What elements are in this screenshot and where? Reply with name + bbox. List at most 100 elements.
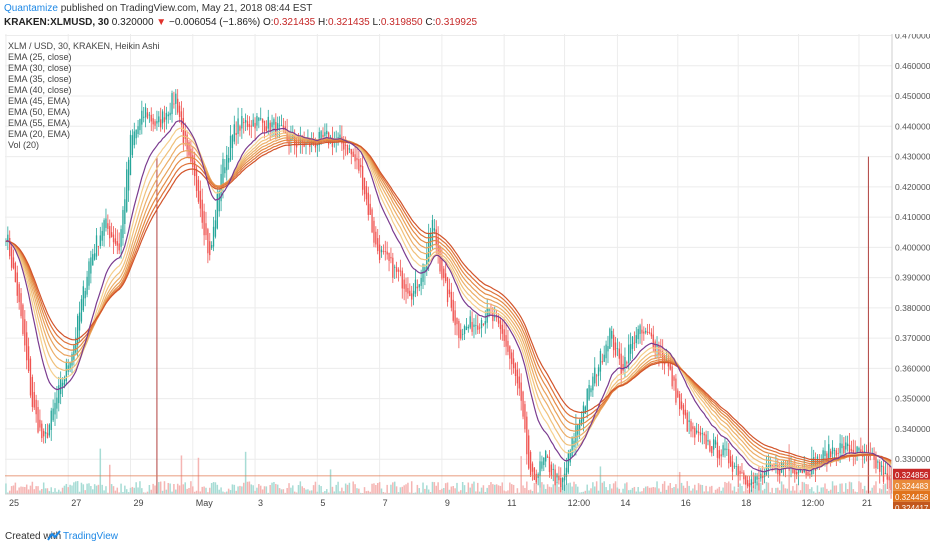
volume-bar (152, 483, 154, 494)
volume-bar (361, 492, 364, 494)
volume-bar (403, 485, 405, 494)
candle-body (290, 137, 292, 141)
candle-body (731, 461, 734, 472)
volume-bar (535, 481, 538, 494)
last-price: 0.320000 (111, 17, 154, 28)
candle-body (503, 329, 505, 341)
volume-bar (648, 487, 651, 494)
volume-bar (661, 483, 664, 494)
volume-bar (722, 487, 724, 494)
price-chart[interactable]: 0.470000 0.460000 0.450000 0.440000 0.430000… (2, 34, 930, 509)
volume-bar (63, 485, 66, 494)
price-change: −0.006054 (−1.86%) (168, 17, 261, 28)
ema-line (5, 140, 892, 463)
candle-body (409, 290, 411, 297)
volume-bar (588, 490, 590, 494)
candle-body (12, 257, 15, 269)
volume-bar (409, 492, 411, 494)
candle-body (614, 342, 617, 356)
volume-bar (726, 482, 728, 494)
candle-body (233, 124, 235, 142)
candle-body (324, 132, 326, 137)
candle-body (850, 448, 853, 451)
candle-body (192, 155, 194, 168)
volume-bar (169, 483, 171, 494)
candle-body (754, 476, 756, 484)
volume-bar (269, 484, 271, 494)
y-tick-label: 0.410000 (895, 212, 930, 222)
volume-bar (167, 482, 170, 494)
candle-body (656, 345, 658, 347)
volume-bar (565, 484, 568, 494)
tradingview-link[interactable]: TradingView (63, 531, 119, 542)
candle-body (512, 358, 515, 369)
volume-bar (654, 487, 656, 494)
volume-bar (554, 492, 556, 494)
volume-bar (620, 492, 622, 494)
candle-body (541, 461, 543, 469)
candle-body (579, 419, 581, 430)
x-tick-label: 21 (862, 498, 872, 508)
volume-bar (58, 489, 60, 494)
volume-bar (286, 487, 288, 494)
volume-bar (641, 491, 643, 494)
volume-bar (707, 491, 709, 494)
volume-bar (125, 489, 128, 494)
candle-body (188, 142, 190, 156)
candle-body (628, 344, 630, 363)
volume-bar (350, 492, 353, 494)
candle-body (690, 421, 692, 432)
volume-bar (210, 483, 213, 494)
candle-body (828, 444, 830, 459)
candle-body (837, 452, 839, 454)
candle-body (535, 473, 537, 482)
candle-body (37, 407, 39, 433)
volume-bar (137, 487, 139, 494)
candle-body (765, 464, 768, 475)
tradingview-logo-icon[interactable] (47, 530, 61, 542)
candle-body (696, 430, 698, 433)
candle-body (244, 120, 247, 123)
volume-bar (863, 485, 866, 494)
ema-line (5, 137, 892, 467)
volume-bar (148, 485, 151, 494)
volume-bar (159, 481, 162, 494)
candle-body (43, 430, 45, 437)
candle-body (835, 450, 837, 456)
volume-bar (292, 485, 294, 494)
volume-bar (631, 487, 634, 494)
candle-body (684, 409, 687, 416)
volume-bar (373, 483, 375, 494)
candle-body (84, 290, 86, 299)
candle-body (31, 377, 34, 408)
volume-bar (682, 485, 685, 494)
volume-bar (816, 485, 819, 494)
candle-body (796, 471, 798, 475)
volume-bar (663, 481, 666, 494)
author-link[interactable]: Quantamize (4, 3, 58, 14)
candle-body (112, 234, 115, 243)
chart-area[interactable]: 0.470000 0.460000 0.450000 0.440000 0.430000… (2, 34, 930, 509)
volume-bar (27, 489, 30, 494)
volume-bar (433, 482, 436, 494)
volume-bar (380, 488, 383, 494)
volume-bar (254, 490, 256, 494)
candle-body (669, 363, 671, 370)
volume-bar (618, 488, 621, 494)
volume-bar (173, 484, 175, 494)
volume-bar (20, 486, 22, 494)
volume-bar (71, 485, 73, 494)
volume-bar (259, 485, 262, 494)
volume-bar (410, 481, 413, 494)
candle-body (373, 220, 375, 243)
candle-body (646, 331, 649, 333)
candle-body (495, 316, 498, 318)
candle-body (33, 392, 35, 408)
volume-bar (382, 492, 385, 494)
volume-bar (780, 481, 783, 494)
volume-bar (724, 481, 726, 494)
volume-bar (675, 484, 677, 494)
volume-bar (195, 490, 198, 494)
candle-body (577, 424, 579, 435)
candle-body (76, 315, 79, 346)
